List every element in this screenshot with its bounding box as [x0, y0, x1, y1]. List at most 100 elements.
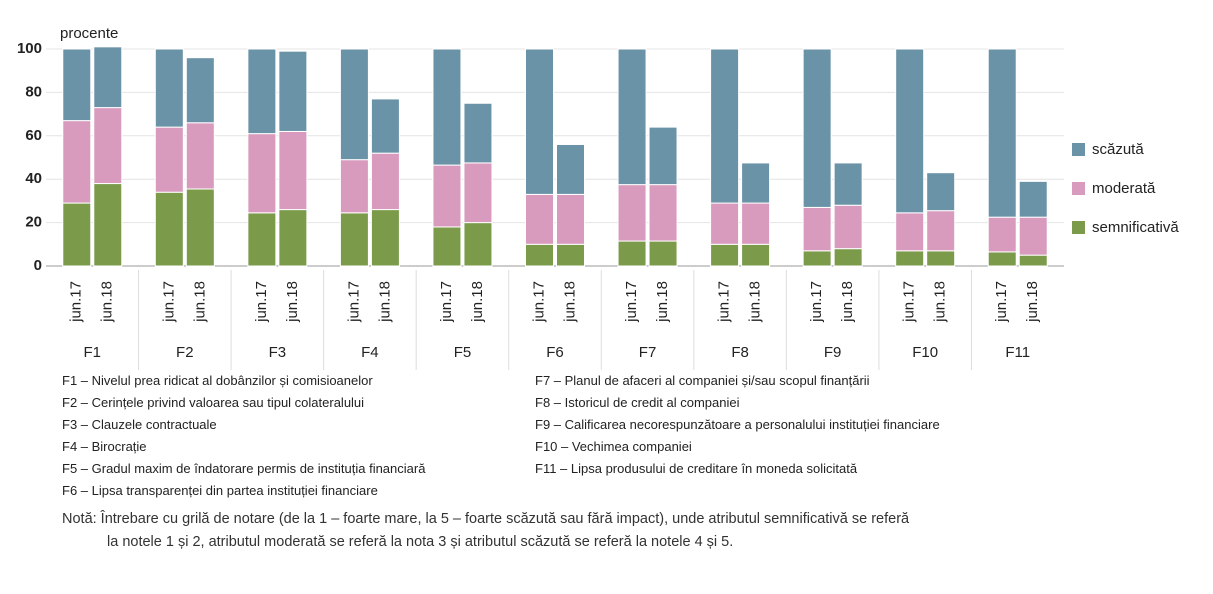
bar-segment — [710, 202, 740, 245]
x-tick-label: jun.17 — [345, 281, 362, 323]
bar-segment — [247, 212, 277, 267]
bar-segment — [802, 48, 832, 208]
bar-segment — [525, 243, 554, 267]
bar-segment — [648, 126, 678, 186]
bar-segment — [833, 204, 863, 250]
y-tick-label: 20 — [25, 214, 42, 231]
bar-segment — [833, 248, 863, 267]
group-label: F6 — [546, 344, 564, 361]
x-tick-label: jun.18 — [284, 281, 301, 323]
footnote: F8 – Istoricul de credit al companiei — [535, 395, 740, 410]
x-tick-label: jun.18 — [1024, 281, 1041, 323]
bar-segment — [93, 107, 123, 185]
y-tick-label: 40 — [25, 170, 42, 187]
x-tick-label: jun.18 — [932, 281, 949, 323]
bar-segment — [463, 162, 493, 224]
group-label: F2 — [176, 344, 194, 361]
bar-segment — [987, 251, 1017, 267]
bar-segment — [741, 243, 771, 267]
bar-segment — [154, 48, 184, 128]
x-tick-label: jun.17 — [716, 281, 733, 323]
bar-segment — [710, 243, 740, 267]
x-tick-label: jun.17 — [530, 281, 547, 323]
x-tick-label: jun.18 — [191, 281, 208, 323]
bar-segment — [339, 48, 369, 161]
bar-segment — [710, 48, 740, 204]
bar-segment — [463, 102, 493, 164]
bar-segment — [185, 57, 215, 124]
bar-segment — [432, 226, 462, 267]
bar-segment — [741, 202, 771, 245]
bar-segment — [987, 216, 1017, 253]
bar-segment — [556, 243, 585, 267]
bar-segment — [926, 210, 956, 252]
bar-segment — [62, 120, 92, 204]
group-label: F11 — [1005, 344, 1030, 361]
note-line: la notele 1 și 2, atributul moderată se … — [107, 534, 734, 550]
x-tick-label: jun.17 — [901, 281, 918, 323]
bar-segment — [185, 188, 215, 267]
y-tick-label: 100 — [17, 40, 42, 57]
footnote: F6 – Lipsa transparenței din partea inst… — [62, 483, 378, 498]
bar-segment — [1018, 254, 1048, 267]
bar-segment — [278, 130, 308, 211]
bar-segment — [154, 126, 184, 193]
x-tick-label: jun.18 — [654, 281, 671, 323]
bar-segment — [247, 133, 277, 214]
y-tick-label: 80 — [25, 83, 42, 100]
bar-segment — [926, 172, 956, 212]
bar-segment — [556, 193, 585, 245]
bar-segment — [370, 98, 400, 154]
bar-segment — [62, 48, 92, 122]
bar-segment — [648, 184, 678, 242]
note-line: Notă: Întrebare cu grilă de notare (de l… — [62, 511, 910, 527]
x-tick-label: jun.18 — [469, 281, 486, 323]
footnote: F3 – Clauzele contractuale — [62, 417, 217, 432]
footnote: F4 – Birocrație — [62, 439, 147, 454]
group-label: F8 — [731, 344, 749, 361]
y-tick-label: 60 — [25, 127, 42, 144]
bar-segment — [1018, 216, 1048, 256]
bar-segment — [278, 50, 308, 132]
x-tick-label: jun.18 — [376, 281, 393, 323]
bar-segment — [525, 48, 554, 195]
group-label: F1 — [84, 344, 102, 361]
bar-segment — [648, 240, 678, 267]
bar-segment — [802, 206, 832, 252]
bar-segment — [895, 48, 925, 214]
bar-segment — [463, 222, 493, 267]
bar-segment — [1018, 180, 1048, 218]
bar-segment — [617, 240, 647, 267]
bar-segment — [339, 159, 369, 214]
footnote: F7 – Planul de afaceri al companiei și/s… — [535, 373, 870, 388]
bar-segment — [833, 162, 863, 206]
bar-segment — [278, 209, 308, 267]
bar-segment — [432, 164, 462, 228]
y-axis-label: procente — [60, 25, 118, 42]
legend-swatch — [1072, 182, 1085, 195]
x-tick-label: jun.17 — [808, 281, 825, 323]
footnote: F1 – Nivelul prea ridicat al dobânzilor … — [62, 373, 373, 388]
group-label: F7 — [639, 344, 657, 361]
x-tick-label: jun.17 — [623, 281, 640, 323]
group-label: F4 — [361, 344, 379, 361]
group-label: F9 — [824, 344, 842, 361]
group-label: F5 — [454, 344, 472, 361]
bar-segment — [93, 183, 123, 267]
x-tick-label: jun.18 — [839, 281, 856, 323]
bar-segment — [802, 250, 832, 267]
bar-segment — [617, 48, 647, 186]
x-tick-label: jun.17 — [993, 281, 1010, 323]
x-tick-label: jun.17 — [68, 281, 85, 323]
bar-segment — [617, 184, 647, 242]
x-tick-label: jun.17 — [160, 281, 177, 323]
bar-segment — [93, 46, 123, 109]
bar-segment — [895, 250, 925, 267]
legend-label: moderată — [1092, 180, 1156, 197]
footnote: F9 – Calificarea necorespunzătoare a per… — [535, 417, 940, 432]
bar-segment — [154, 191, 184, 267]
bar-segment — [525, 193, 554, 245]
legend-label: scăzută — [1092, 141, 1144, 158]
